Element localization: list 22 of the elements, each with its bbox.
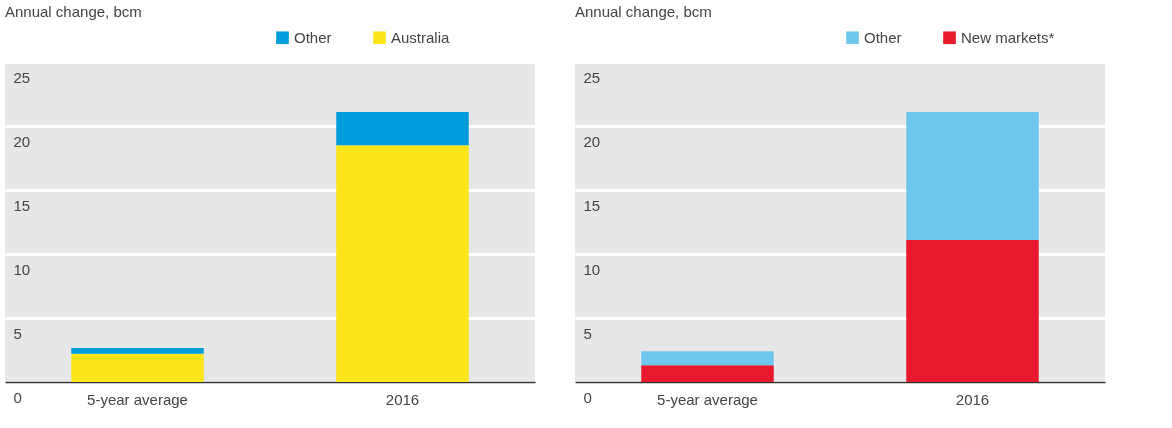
- legend-label: Australia: [391, 28, 451, 46]
- y-tick-label: 15: [583, 196, 601, 214]
- legend-label: Other: [294, 28, 332, 46]
- y-tick-label: 0: [583, 388, 592, 406]
- y-tick-label: 5: [583, 324, 592, 342]
- x-tick-label: 2016: [385, 390, 420, 408]
- y-tick-label: 20: [13, 132, 31, 150]
- y-tick-label: 15: [13, 196, 31, 214]
- y-tick-label: 25: [583, 68, 601, 86]
- legend-label: Other: [864, 28, 902, 46]
- y-tick-label: 5: [13, 324, 22, 342]
- y-tick-label: 20: [583, 132, 601, 150]
- x-tick-label: 2016: [955, 390, 990, 408]
- x-tick-label: 5-year average: [87, 390, 188, 408]
- y-axis-title: Annual change, bcm: [575, 3, 712, 20]
- y-axis-title: Annual change, bcm: [5, 3, 142, 20]
- y-tick-label: 0: [13, 388, 22, 406]
- y-tick-label: 10: [583, 260, 601, 278]
- y-tick-label: 10: [13, 260, 31, 278]
- x-tick-label: 5-year average: [657, 390, 758, 408]
- legend-label: New markets*: [961, 28, 1055, 46]
- y-tick-label: 25: [13, 68, 31, 86]
